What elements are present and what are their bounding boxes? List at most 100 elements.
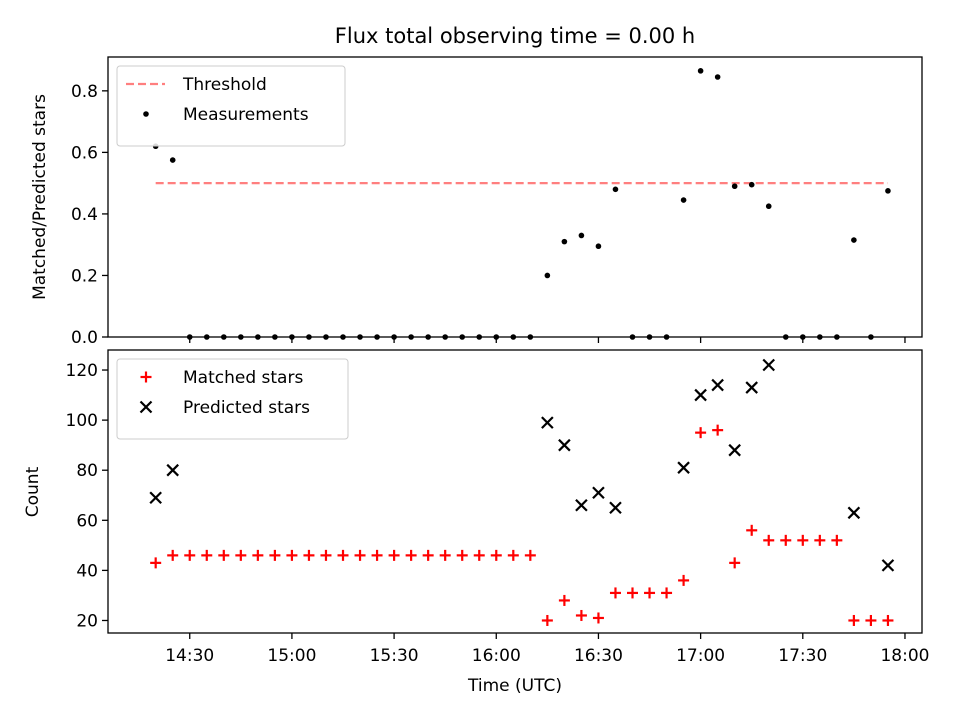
- data-point: [714, 74, 721, 80]
- legend-box: [116, 65, 346, 147]
- chart-title: Flux total observing time = 0.00 h: [335, 24, 695, 48]
- legend-label: Threshold: [182, 75, 267, 95]
- data-point: [627, 587, 639, 599]
- data-point: [149, 491, 162, 505]
- data-point: [578, 232, 585, 239]
- bottom-legend: Matched stars Predicted stars: [116, 358, 349, 440]
- data-point: [851, 237, 857, 243]
- data-point: [558, 438, 571, 452]
- data-point: [748, 181, 755, 188]
- top-legend: Threshold Measurements: [116, 65, 346, 147]
- bottom-y-tick-label: 40: [76, 561, 98, 581]
- data-point: [167, 549, 179, 561]
- data-point: [473, 549, 485, 561]
- top-y-tick-label: 0.4: [71, 205, 98, 225]
- legend-marker: [143, 111, 149, 117]
- legend-box: [116, 358, 349, 440]
- legend-marker: [139, 400, 153, 414]
- data-point: [184, 549, 196, 561]
- data-point: [541, 416, 554, 429]
- bottom-series-matched-stars: [150, 424, 894, 626]
- bottom-y-tick-label: 120: [66, 361, 98, 381]
- data-point: [507, 549, 519, 561]
- data-point: [694, 388, 707, 402]
- data-point: [780, 534, 792, 546]
- data-point: [680, 197, 687, 203]
- data-point: [269, 549, 281, 561]
- x-tick-label: 17:30: [778, 646, 827, 666]
- data-point: [354, 549, 366, 561]
- data-point: [524, 549, 536, 561]
- data-point: [644, 587, 656, 599]
- data-point: [848, 614, 860, 626]
- bottom-series-predicted-stars: [149, 358, 895, 572]
- data-point: [166, 463, 179, 477]
- top-y-tick-label: 0.0: [71, 328, 98, 348]
- data-point: [320, 549, 332, 561]
- data-point: [201, 549, 213, 561]
- x-tick-label: 14:30: [165, 646, 214, 666]
- data-point: [371, 549, 383, 561]
- data-point: [881, 559, 895, 572]
- top-axes-frame: [107, 56, 923, 338]
- bottom-y-axis-label: Count: [23, 466, 43, 517]
- data-point: [592, 612, 604, 624]
- bottom-plot-area: [149, 358, 895, 626]
- bottom-y-tick-label: 80: [76, 461, 98, 481]
- bottom-x-axis-label: Time (UTC): [467, 676, 562, 696]
- data-point: [252, 549, 264, 561]
- x-tick-label: 17:00: [676, 646, 725, 666]
- data-point: [865, 614, 877, 626]
- data-point: [711, 378, 724, 392]
- data-point: [575, 609, 587, 621]
- legend-label: Matched stars: [183, 368, 303, 388]
- data-point: [612, 186, 619, 193]
- data-point: [150, 557, 162, 569]
- x-tick-label: 16:00: [472, 646, 521, 666]
- top-y-tick-label: 0.2: [71, 266, 98, 286]
- x-tick-label: 16:30: [574, 646, 623, 666]
- data-point: [544, 272, 551, 279]
- data-point: [712, 424, 724, 436]
- data-point: [439, 549, 451, 561]
- data-point: [763, 534, 775, 546]
- data-point: [561, 238, 568, 245]
- x-tick-label: 18:00: [880, 646, 929, 666]
- data-point: [218, 549, 230, 561]
- data-point: [235, 549, 247, 561]
- x-tick-label: 15:30: [370, 646, 419, 666]
- data-point: [745, 381, 758, 394]
- data-point: [677, 461, 690, 474]
- data-point: [847, 506, 861, 520]
- data-point: [456, 549, 468, 561]
- data-point: [831, 534, 843, 546]
- ratio-axes: Flux total observing time = 0.00 h Match…: [30, 24, 923, 348]
- data-point: [728, 443, 741, 457]
- data-point: [575, 498, 588, 512]
- bottom-y-tick-label: 60: [76, 511, 98, 531]
- data-point: [592, 486, 605, 500]
- top-y-tick-label: 0.8: [71, 82, 98, 102]
- data-point: [661, 587, 673, 599]
- data-point: [765, 203, 772, 210]
- data-point: [303, 549, 315, 561]
- data-point: [595, 243, 602, 250]
- data-point: [814, 534, 826, 546]
- bottom-y-tick-label: 100: [66, 411, 98, 431]
- data-point: [169, 157, 176, 163]
- data-point: [695, 427, 707, 439]
- data-point: [388, 549, 400, 561]
- data-point: [697, 68, 704, 74]
- data-point: [286, 549, 298, 561]
- data-point: [490, 549, 502, 561]
- data-point: [609, 587, 621, 599]
- data-point: [746, 524, 758, 536]
- data-point: [678, 574, 690, 586]
- top-y-tick-label: 0.6: [71, 143, 98, 163]
- count-axes: Count Time (UTC) Matched stars Predicted …: [23, 349, 929, 696]
- bottom-y-tick-label: 20: [76, 611, 98, 631]
- data-point: [422, 549, 434, 561]
- data-point: [731, 183, 738, 190]
- data-point: [729, 557, 741, 569]
